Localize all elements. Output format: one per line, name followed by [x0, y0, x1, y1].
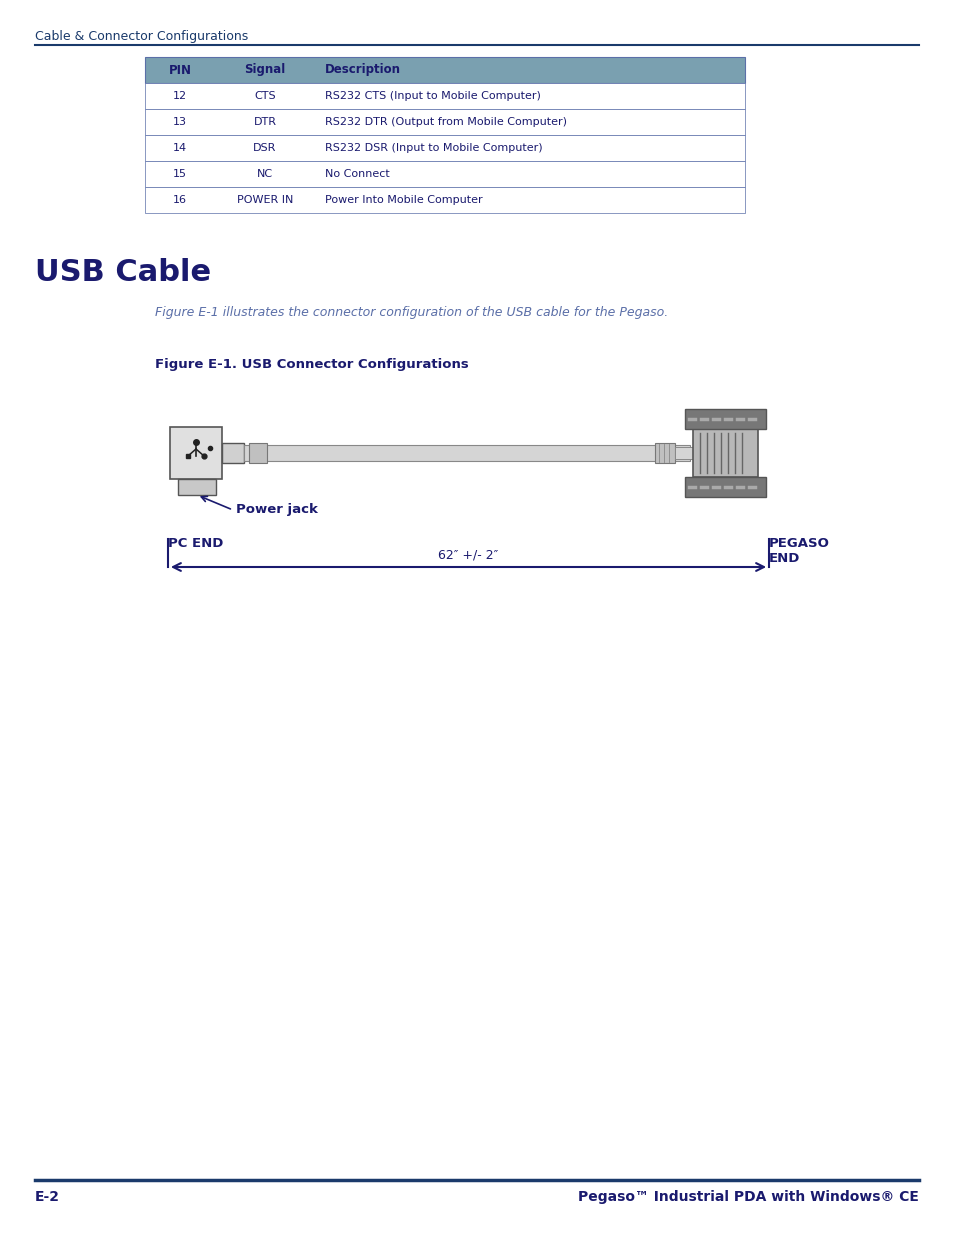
- Text: 12: 12: [172, 91, 187, 101]
- Text: RS232 DTR (Output from Mobile Computer): RS232 DTR (Output from Mobile Computer): [325, 117, 566, 127]
- Text: Power Into Mobile Computer: Power Into Mobile Computer: [325, 195, 482, 205]
- Text: PC END: PC END: [168, 537, 223, 550]
- Bar: [249, 443, 267, 463]
- Text: No Connect: No Connect: [325, 169, 390, 179]
- Text: 16: 16: [172, 195, 187, 205]
- Text: 15: 15: [172, 169, 187, 179]
- Text: DSR: DSR: [253, 143, 276, 153]
- Text: RS232 CTS (Input to Mobile Computer): RS232 CTS (Input to Mobile Computer): [325, 91, 540, 101]
- Text: E-2: E-2: [35, 1191, 60, 1204]
- Text: RS232 DSR (Input to Mobile Computer): RS232 DSR (Input to Mobile Computer): [325, 143, 542, 153]
- Bar: [178, 479, 215, 495]
- Text: DTR: DTR: [253, 117, 276, 127]
- Text: PEGASO
END: PEGASO END: [768, 537, 829, 564]
- Text: 62″ +/- 2″: 62″ +/- 2″: [438, 550, 498, 562]
- Text: NC: NC: [256, 169, 273, 179]
- Text: USB Cable: USB Cable: [35, 258, 211, 287]
- Text: Pegaso™ Industrial PDA with Windows® CE: Pegaso™ Industrial PDA with Windows® CE: [578, 1191, 918, 1204]
- Text: 14: 14: [172, 143, 187, 153]
- Bar: [145, 109, 744, 135]
- Bar: [684, 409, 765, 429]
- Text: Description: Description: [325, 63, 400, 77]
- Bar: [145, 135, 744, 161]
- Text: Cable & Connector Configurations: Cable & Connector Configurations: [35, 30, 248, 43]
- Text: PIN: PIN: [169, 63, 192, 77]
- Bar: [145, 83, 744, 109]
- Bar: [170, 427, 222, 479]
- Bar: [675, 447, 692, 459]
- Text: Power jack: Power jack: [235, 504, 317, 516]
- Bar: [145, 161, 744, 186]
- Bar: [145, 186, 744, 212]
- Bar: [145, 57, 744, 83]
- Text: Figure E-1 illustrates the connector configuration of the USB cable for the Pega: Figure E-1 illustrates the connector con…: [154, 306, 667, 319]
- Bar: [655, 443, 675, 463]
- Text: Signal: Signal: [244, 63, 285, 77]
- Bar: [244, 445, 689, 461]
- Bar: [684, 477, 765, 496]
- Text: POWER IN: POWER IN: [236, 195, 293, 205]
- Text: CTS: CTS: [253, 91, 275, 101]
- Bar: [222, 443, 244, 463]
- Bar: [692, 429, 758, 477]
- Text: Figure E-1. USB Connector Configurations: Figure E-1. USB Connector Configurations: [154, 358, 468, 370]
- Text: 13: 13: [172, 117, 187, 127]
